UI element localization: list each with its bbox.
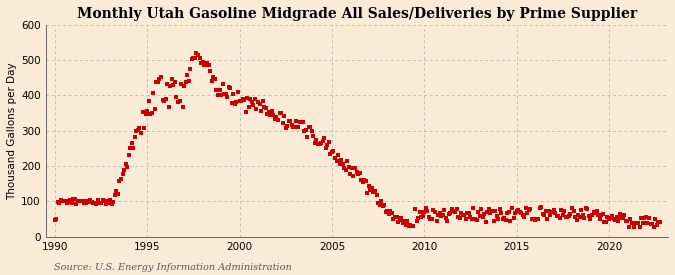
Y-axis label: Thousand Gallons per Day: Thousand Gallons per Day <box>7 62 17 200</box>
Title: Monthly Utah Gasoline Midgrade All Sales/Deliveries by Prime Supplier: Monthly Utah Gasoline Midgrade All Sales… <box>77 7 637 21</box>
Text: Source: U.S. Energy Information Administration: Source: U.S. Energy Information Administ… <box>54 263 292 272</box>
